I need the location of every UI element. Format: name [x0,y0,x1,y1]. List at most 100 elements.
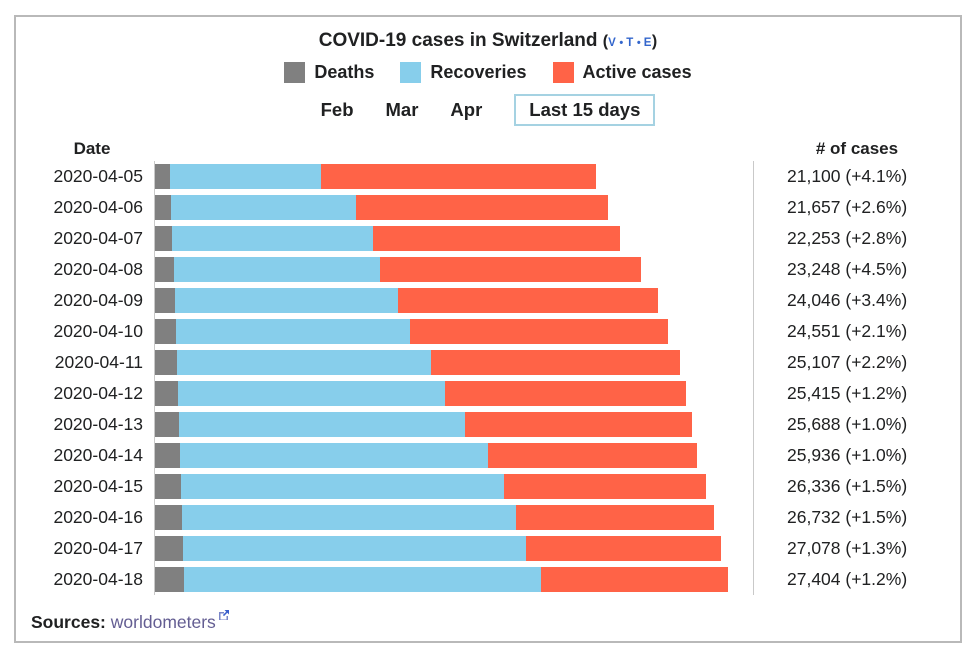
stacked-bar [155,226,753,251]
bar-segment-active [515,505,714,530]
vte-bullet: • [633,37,644,49]
chart-row: 2020-04-17 27,078 (+1.3%) [16,533,960,564]
bar-segment-active [465,412,693,437]
row-date-label: 2020-04-14 [53,445,143,465]
vte-group: (v • t • e) [603,33,657,50]
row-cases-label: 22,253 (+2.8%) [787,228,908,248]
stacked-bar [155,350,753,375]
bar-segment-deaths [155,226,173,251]
chart-rows: 2020-04-05 21,100 (+4.1%) 2020-04-06 21,… [16,161,960,595]
stacked-bar [155,505,753,530]
vte-open-paren: ( [602,33,609,50]
stacked-bar [155,412,753,437]
row-date-label: 2020-04-16 [53,507,143,527]
legend-item-recoveries: Recoveries [400,62,527,83]
period-tabs: Feb Mar Apr Last 15 days [16,94,960,126]
row-plot-area [154,316,754,347]
cases-column-header: # of cases [815,139,899,158]
bar-segment-active [372,226,621,251]
row-date-label: 2020-04-11 [54,352,143,372]
title-line: COVID-19 cases in Switzerland (v • t • e… [16,29,960,55]
external-link-icon[interactable] [218,605,230,626]
bar-segment-recoveries [182,536,527,561]
chart-row: 2020-04-14 25,936 (+1.0%) [16,440,960,471]
bar-segment-deaths [155,474,181,499]
row-cases-label: 23,248 (+4.5%) [787,259,908,279]
bar-segment-active [409,319,669,344]
stacked-bar [155,443,753,468]
recoveries-swatch-icon [400,62,422,83]
bar-segment-deaths [155,443,180,468]
bar-segment-active [526,536,722,561]
row-plot-area [154,223,754,254]
stacked-bar [155,567,753,592]
bar-segment-active [540,567,728,592]
bar-segment-recoveries [172,226,373,251]
stacked-bar [155,257,753,282]
row-date-label: 2020-04-13 [53,414,143,434]
plot-column-header [154,139,754,159]
bar-segment-recoveries [169,164,321,189]
tab-mar[interactable]: Mar [385,99,419,120]
tab-last-15-days[interactable]: Last 15 days [514,94,656,126]
bar-segment-deaths [155,381,179,406]
deaths-swatch-icon [284,62,306,83]
bar-segment-active [487,443,698,468]
chart-row: 2020-04-09 24,046 (+3.4%) [16,285,960,316]
bar-segment-deaths [155,350,177,375]
legend-item-deaths: Deaths [284,62,374,83]
row-date-label: 2020-04-17 [53,538,143,558]
stacked-bar [155,288,753,313]
bar-segment-recoveries [181,505,516,530]
vte-link-v[interactable]: v [608,37,617,49]
row-cases-label: 25,688 (+1.0%) [787,414,908,434]
row-cases-label: 24,551 (+2.1%) [787,321,908,341]
chart-row: 2020-04-05 21,100 (+4.1%) [16,161,960,192]
row-date-label: 2020-04-12 [53,383,143,403]
bar-segment-active [397,288,658,313]
bar-segment-deaths [155,567,184,592]
chart-row: 2020-04-10 24,551 (+2.1%) [16,316,960,347]
bar-segment-deaths [155,288,175,313]
row-date-label: 2020-04-06 [53,197,143,217]
row-cases-label: 21,657 (+2.6%) [787,197,908,217]
legend-item-active-cases: Active cases [552,62,692,83]
chart-legend: Deaths Recoveries Active cases [16,62,960,83]
bar-segment-deaths [155,319,176,344]
bar-segment-deaths [155,257,174,282]
row-plot-area [154,471,754,502]
stacked-bar [155,381,753,406]
worldometers-link[interactable]: worldometers [110,611,216,632]
bar-segment-active [430,350,680,375]
chart-row: 2020-04-15 26,336 (+1.5%) [16,471,960,502]
vte-bullet: • [616,37,627,49]
row-plot-area [154,564,754,595]
legend-label-deaths: Deaths [314,62,375,82]
row-date-label: 2020-04-05 [53,166,143,186]
vte-link-t[interactable]: t [626,37,634,49]
row-cases-label: 24,046 (+3.4%) [787,290,908,310]
row-plot-area [154,533,754,564]
stacked-bar [155,474,753,499]
row-plot-area [154,409,754,440]
vte-links: v • t • e [608,33,652,50]
legend-label-active-cases: Active cases [582,62,692,82]
chart-row: 2020-04-08 23,248 (+4.5%) [16,254,960,285]
chart-header: COVID-19 cases in Switzerland (v • t • e… [16,17,960,126]
chart-title: COVID-19 cases in Switzerland [318,30,598,51]
stacked-bar [155,195,753,220]
tab-feb[interactable]: Feb [320,99,354,120]
bar-segment-active [380,257,642,282]
vte-link-e[interactable]: e [643,37,652,49]
row-cases-label: 25,107 (+2.2%) [787,352,908,372]
row-date-label: 2020-04-07 [53,228,143,248]
columns-header: Date # of cases [16,139,960,159]
row-date-label: 2020-04-18 [53,569,143,589]
row-plot-area [154,502,754,533]
chart-row: 2020-04-18 27,404 (+1.2%) [16,564,960,595]
row-cases-label: 21,100 (+4.1%) [787,166,908,186]
tab-apr[interactable]: Apr [450,99,483,120]
row-cases-label: 26,732 (+1.5%) [787,507,908,527]
stacked-bar [155,164,753,189]
bar-segment-recoveries [183,567,541,592]
